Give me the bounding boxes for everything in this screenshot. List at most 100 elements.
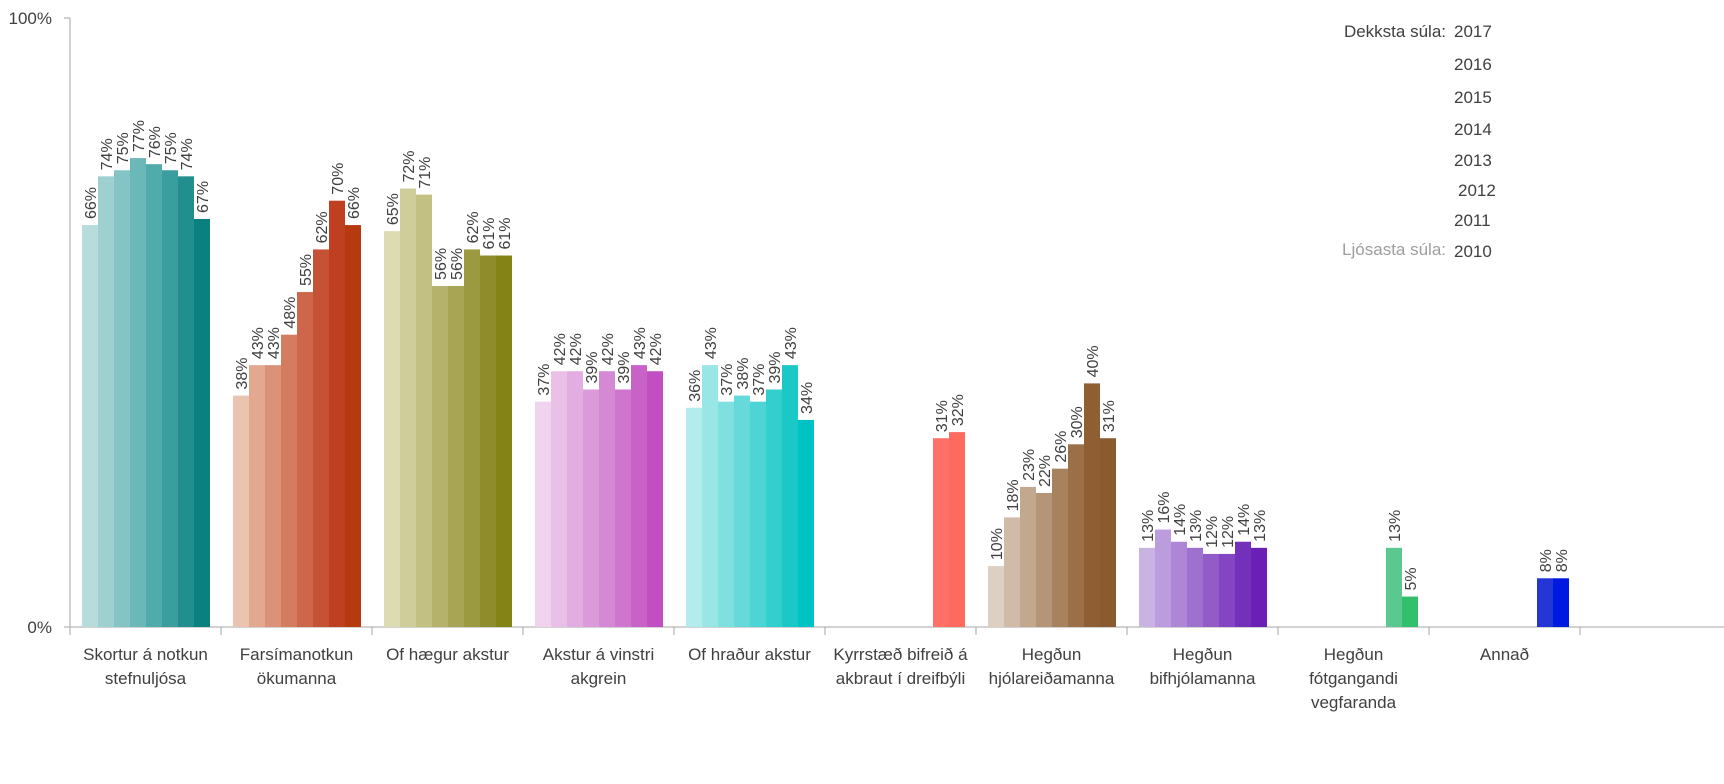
- data-label: 65%: [385, 193, 402, 225]
- data-label: 43%: [266, 327, 283, 359]
- bar: [1155, 529, 1171, 627]
- bar: [480, 255, 496, 627]
- data-label: 66%: [83, 187, 100, 219]
- bar: [146, 164, 162, 627]
- data-label: 76%: [147, 126, 164, 158]
- bar: [1219, 553, 1235, 627]
- bar: [702, 365, 718, 627]
- category-label: stefnuljósa: [105, 669, 187, 688]
- data-label: 56%: [433, 248, 450, 280]
- bar: [988, 566, 1004, 627]
- bar: [1386, 547, 1402, 627]
- bar: [345, 225, 361, 627]
- data-label: 38%: [234, 358, 251, 390]
- category-label: bifhjólamanna: [1150, 669, 1256, 688]
- category-label: akbraut í dreifbýli: [836, 669, 965, 688]
- bar: [448, 285, 464, 627]
- category-label: hjólareiðamanna: [989, 669, 1115, 688]
- bar: [1068, 444, 1084, 627]
- bar: [496, 255, 512, 627]
- data-label: 74%: [179, 138, 196, 170]
- data-label: 70%: [330, 163, 347, 195]
- data-label: 12%: [1220, 516, 1237, 548]
- legend-year: 2014: [1454, 120, 1492, 139]
- data-label: 39%: [767, 351, 784, 383]
- data-label: 8%: [1538, 549, 1555, 572]
- data-label: 39%: [584, 351, 601, 383]
- legend-year: 2012: [1458, 181, 1496, 200]
- data-label: 16%: [1156, 492, 1173, 524]
- bar: [233, 395, 249, 627]
- data-label: 31%: [934, 400, 951, 432]
- data-label: 22%: [1037, 455, 1054, 487]
- data-label: 43%: [632, 327, 649, 359]
- bar: [416, 194, 432, 628]
- legend-year: 2017: [1454, 22, 1492, 41]
- data-label: 13%: [1387, 510, 1404, 542]
- data-label: 38%: [735, 358, 752, 390]
- bar: [766, 389, 782, 627]
- category-label: ökumanna: [257, 669, 337, 688]
- data-label: 72%: [401, 150, 418, 182]
- category-label: Akstur á vinstri: [543, 645, 654, 664]
- legend: 2017 2016 2015 2014 2013 2012 2011 2010 Dekksta …: [1342, 22, 1496, 261]
- bars: [82, 158, 1569, 628]
- bar: [281, 334, 297, 627]
- legend-year: 2011: [1454, 211, 1491, 230]
- data-label: 40%: [1085, 345, 1102, 377]
- legend-year: 2015: [1454, 88, 1492, 107]
- data-label: 43%: [703, 327, 720, 359]
- bar: [464, 249, 480, 628]
- data-label: 75%: [115, 132, 132, 164]
- bar: [631, 365, 647, 627]
- data-label: 67%: [195, 181, 212, 213]
- legend-year: 2013: [1454, 151, 1492, 170]
- data-label: 31%: [1101, 400, 1118, 432]
- category-label: Hegðun: [1324, 645, 1384, 664]
- bar: [1251, 547, 1267, 627]
- bar: [1187, 547, 1203, 627]
- bar: [615, 389, 631, 627]
- bar: [265, 365, 281, 627]
- data-label: 42%: [648, 333, 665, 365]
- category-label: akgrein: [571, 669, 627, 688]
- bar: [1084, 383, 1100, 627]
- category-label: Skortur á notkun: [83, 645, 208, 664]
- bar: [98, 176, 114, 627]
- data-label: 10%: [989, 528, 1006, 560]
- bar: [1020, 486, 1036, 627]
- data-label: 55%: [298, 254, 315, 286]
- bar: [798, 419, 814, 627]
- bar: [162, 170, 178, 627]
- bar: [567, 371, 583, 627]
- data-label: 75%: [163, 132, 180, 164]
- data-label: 42%: [568, 333, 585, 365]
- bar: [949, 432, 965, 627]
- bar: [329, 200, 345, 627]
- bar: [1203, 553, 1219, 627]
- data-label: 48%: [282, 297, 299, 329]
- data-label: 12%: [1204, 516, 1221, 548]
- category-label: Hegðun: [1022, 645, 1082, 664]
- bar: [432, 285, 448, 627]
- data-label: 37%: [536, 364, 553, 396]
- category-label: fótgangandi: [1309, 669, 1398, 688]
- bar: [535, 401, 551, 627]
- bar: [750, 401, 766, 627]
- bar: [718, 401, 734, 627]
- data-label: 62%: [465, 211, 482, 243]
- bar: [194, 218, 210, 627]
- data-label: 43%: [250, 327, 267, 359]
- legend-darkest-label: Dekksta súla:: [1344, 22, 1446, 41]
- data-labels: 66%74% 75% 77% 76% 75% 74%67%38%43% 43%48%55%6…: [83, 120, 1571, 591]
- bar: [1402, 596, 1418, 627]
- data-label: 42%: [600, 333, 617, 365]
- y-tick-label: 100%: [9, 9, 52, 28]
- legend-year: 2010: [1454, 242, 1492, 261]
- data-label: 74%: [99, 138, 116, 170]
- bar: [583, 389, 599, 627]
- legend-lightest-label: Ljósasta súla:: [1342, 240, 1446, 259]
- bar: [114, 170, 130, 627]
- data-label: 18%: [1005, 479, 1022, 511]
